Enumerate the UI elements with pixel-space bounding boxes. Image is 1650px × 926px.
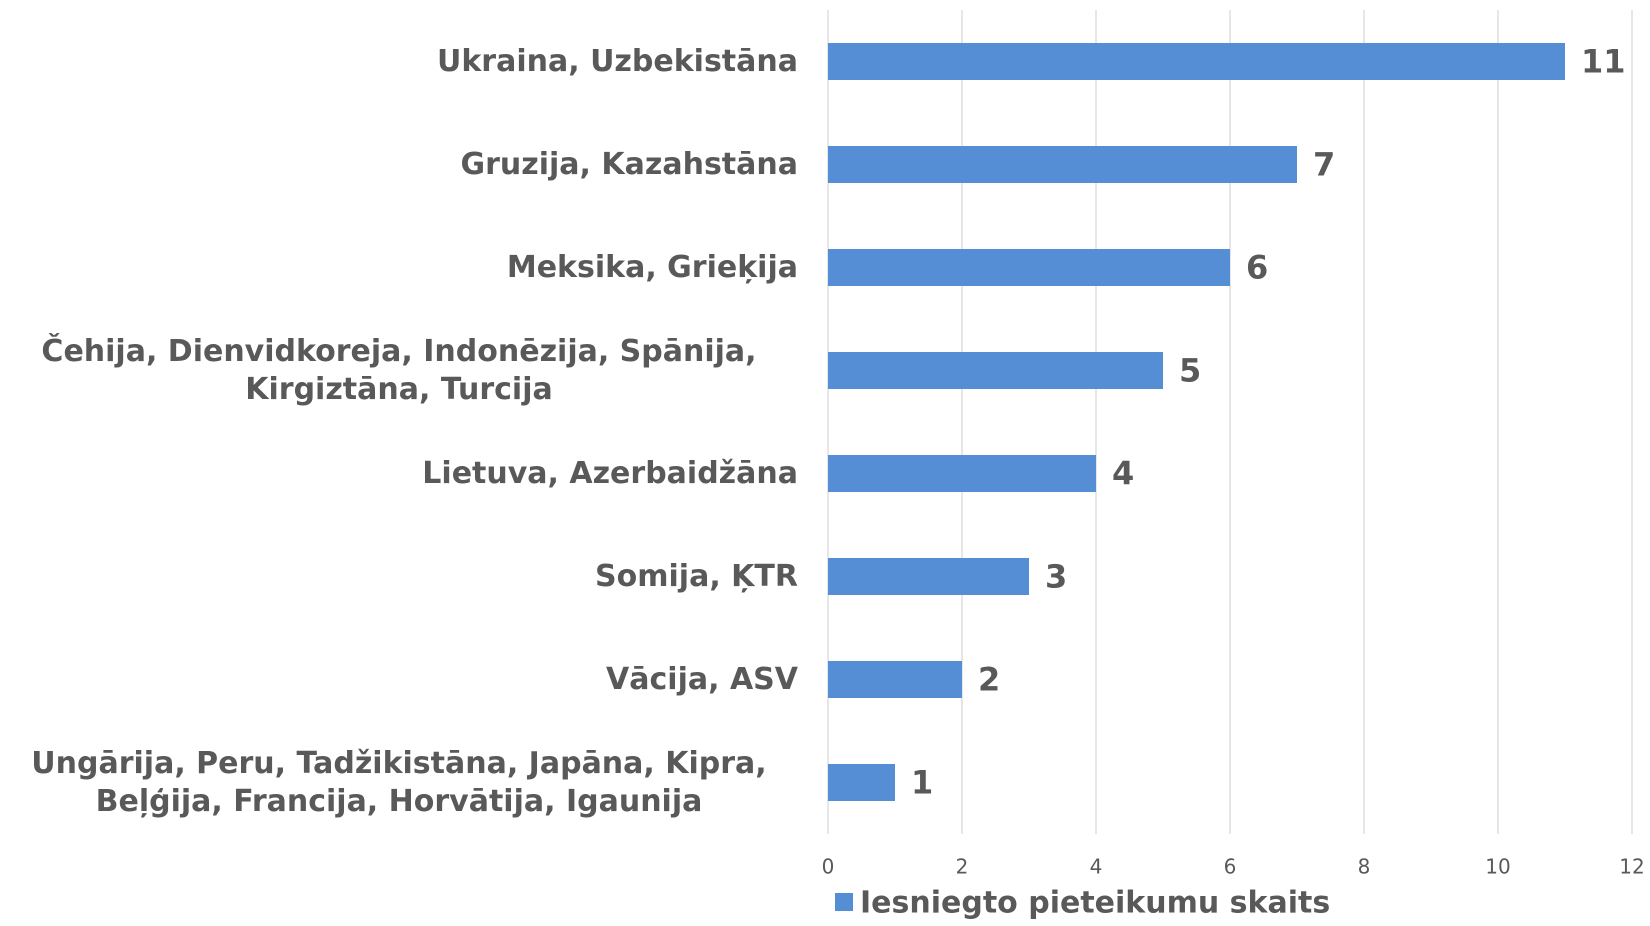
bar <box>828 249 1230 286</box>
x-tick-label: 10 <box>1485 855 1510 879</box>
y-tick-label: Meksika, Grieķija <box>506 249 798 285</box>
x-tick-label: 6 <box>1224 855 1237 879</box>
y-tick-label-box: Vācija, ASV <box>606 620 798 740</box>
x-tick-label: 0 <box>822 855 835 879</box>
data-label: 1 <box>911 764 933 802</box>
data-label: 4 <box>1112 455 1134 493</box>
y-tick-label: Ukraina, Uzbekistāna <box>437 43 798 79</box>
data-label: 3 <box>1045 558 1067 596</box>
x-tick-label: 8 <box>1358 855 1371 879</box>
y-tick-label-box: Gruzija, Kazahstāna <box>461 105 799 225</box>
y-tick-label: Somija, ĶTR <box>595 558 798 594</box>
data-label: 11 <box>1581 43 1626 81</box>
y-tick-label: Gruzija, Kazahstāna <box>460 146 799 182</box>
y-tick-label-box: Ungārija, Peru, Tadžikistāna, Japāna, Ki… <box>0 723 798 843</box>
bar <box>828 558 1029 595</box>
data-label: 6 <box>1246 249 1268 287</box>
data-label: 7 <box>1313 146 1335 184</box>
y-tick-label-box: Somija, ĶTR <box>595 517 798 637</box>
legend-label: Iesniegto pieteikumu skaits <box>860 886 1330 921</box>
bar <box>828 146 1297 183</box>
y-tick-label-box: Lietuva, Azerbaidžāna <box>422 414 798 534</box>
x-tick-label: 2 <box>956 855 969 879</box>
y-tick-label-box: Meksika, Grieķija <box>507 208 798 328</box>
y-tick-label-box: Ukraina, Uzbekistāna <box>437 2 798 122</box>
bar <box>828 352 1163 389</box>
bar <box>828 455 1096 492</box>
bar <box>828 43 1565 80</box>
y-tick-label: Čehija, Dienvidkoreja, Indonēzija, Spāni… <box>41 333 757 407</box>
data-label: 2 <box>978 661 1000 699</box>
x-tick-label: 12 <box>1619 855 1644 879</box>
x-tick-label: 4 <box>1090 855 1103 879</box>
bar <box>828 661 962 698</box>
legend-marker <box>835 893 853 911</box>
y-tick-label: Lietuva, Azerbaidžāna <box>422 455 798 491</box>
y-tick-label-box: Čehija, Dienvidkoreja, Indonēzija, Spāni… <box>0 311 798 431</box>
bar <box>828 764 895 801</box>
y-tick-label: Vācija, ASV <box>606 661 798 697</box>
y-tick-label: Ungārija, Peru, Tadžikistāna, Japāna, Ki… <box>31 745 767 819</box>
data-label: 5 <box>1179 352 1201 390</box>
